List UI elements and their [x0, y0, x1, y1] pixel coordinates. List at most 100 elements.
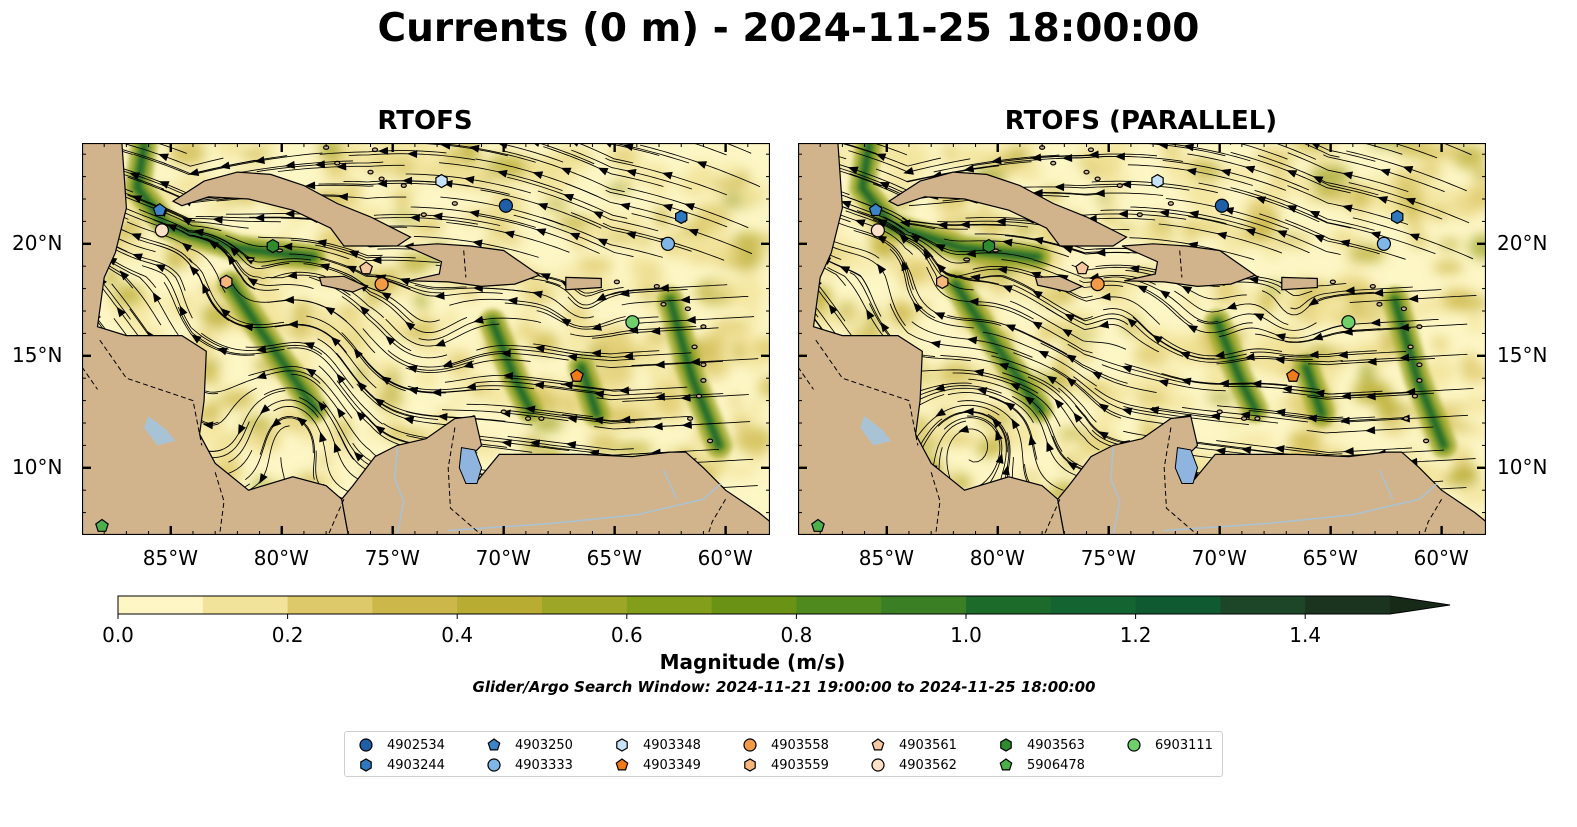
land-islet	[420, 212, 427, 218]
legend-marker[interactable]	[871, 738, 885, 751]
land-islet	[1376, 301, 1383, 307]
legend-marker[interactable]	[360, 758, 372, 772]
legend-marker[interactable]	[744, 758, 756, 772]
float-marker-4903562[interactable]	[154, 223, 169, 238]
panel-title-rtofs: RTOFS	[377, 106, 473, 136]
float-marker-4902534[interactable]	[1214, 198, 1229, 213]
rivers	[394, 447, 722, 535]
legend-marker[interactable]	[871, 758, 885, 772]
land-islet	[695, 393, 703, 399]
axis-ticks	[798, 143, 1486, 535]
legend-marker[interactable]	[999, 758, 1013, 771]
lon-tick-label: 60°W	[1413, 546, 1469, 570]
land-islet	[706, 438, 714, 444]
legend-marker-circle-icon	[871, 758, 885, 772]
float-marker-5906478[interactable]	[95, 518, 109, 532]
land-islet	[1329, 279, 1336, 285]
colorbar-segment	[202, 596, 289, 614]
landmasses	[82, 143, 770, 535]
panel-title-rtofs-parallel: RTOFS (PARALLEL)	[1004, 106, 1278, 136]
legend-marker-circle-icon	[487, 758, 501, 772]
float-marker-6903111[interactable]	[625, 315, 640, 330]
lon-tick-label: 75°W	[364, 546, 420, 570]
land-islet	[334, 160, 341, 166]
lat-tick-label: 20°N	[12, 230, 63, 255]
axis-ticks	[82, 143, 770, 535]
float-marker-4903333[interactable]	[660, 236, 676, 251]
legend-label: 4903348	[643, 738, 701, 753]
land-islet	[538, 416, 545, 421]
colorbar-label: Magnitude (m/s)	[659, 650, 846, 674]
legend-marker[interactable]	[359, 738, 373, 752]
float-marker-4903349[interactable]	[1286, 368, 1300, 382]
map-panel-rtofs-parallel[interactable]	[798, 143, 1486, 535]
land-islet	[1416, 362, 1423, 368]
float-marker-4903558[interactable]	[1090, 277, 1105, 292]
float-marker-4903559[interactable]	[220, 274, 233, 290]
float-marker-4903348[interactable]	[1151, 173, 1164, 189]
float-marker-4903349[interactable]	[570, 368, 584, 382]
legend-label: 4903563	[1027, 738, 1085, 753]
float-marker-6903111[interactable]	[1341, 315, 1356, 330]
land-southamerica	[1057, 415, 1486, 535]
land-southamerica	[341, 415, 770, 535]
colorbar-segment	[287, 596, 373, 614]
float-marker-4903559[interactable]	[936, 274, 949, 290]
legend-marker[interactable]	[743, 738, 757, 752]
land-islet	[1400, 306, 1407, 312]
land-islet	[1416, 324, 1423, 330]
land-islet	[378, 176, 385, 182]
land-islet	[700, 324, 707, 330]
legend-label: 4903558	[771, 738, 829, 753]
colorbar-tick-label: 0.2	[271, 623, 304, 647]
land-islet	[684, 306, 691, 312]
legend-marker[interactable]	[1000, 738, 1012, 752]
lat-tick-label: 15°N	[12, 342, 63, 367]
legend-marker[interactable]	[487, 738, 501, 751]
float-marker-4903250[interactable]	[152, 202, 167, 217]
float-marker-4903244[interactable]	[674, 209, 688, 225]
legend-marker-pentagon-icon	[615, 758, 629, 771]
land-puertorico	[1281, 276, 1318, 291]
float-marker-4903561[interactable]	[359, 261, 373, 275]
colorbar-segment	[457, 596, 543, 614]
colorbar-segment	[372, 596, 458, 614]
float-marker-4903250[interactable]	[868, 202, 883, 217]
float-marker-4902534[interactable]	[498, 198, 513, 213]
lon-tick-label: 85°W	[858, 546, 914, 570]
country-borders	[798, 250, 1443, 535]
legend-marker[interactable]	[487, 758, 501, 772]
float-marker-4903244[interactable]	[1390, 209, 1404, 225]
float-markers	[811, 173, 1404, 532]
lake-nicaragua	[860, 416, 892, 446]
float-marker-4903562[interactable]	[870, 223, 885, 238]
land-islet	[700, 362, 707, 368]
lat-tick-label: 15°N	[1497, 342, 1548, 367]
land-jamaica	[318, 275, 368, 293]
float-marker-4903333[interactable]	[1376, 236, 1392, 251]
float-marker-5906478[interactable]	[811, 518, 825, 532]
float-marker-4903558[interactable]	[374, 277, 389, 292]
legend-marker[interactable]	[1127, 738, 1141, 752]
land-islet	[1369, 283, 1376, 289]
legend-marker[interactable]	[616, 738, 628, 752]
map-panel-rtofs[interactable]	[82, 143, 770, 535]
float-marker-4903561[interactable]	[1075, 261, 1089, 275]
legend-marker[interactable]	[615, 758, 629, 771]
legend-label: 4903244	[387, 758, 445, 773]
lon-tick-label: 80°W	[969, 546, 1025, 570]
colorbar-tick-label: 0.6	[610, 623, 643, 647]
legend-label: 6903111	[1155, 738, 1213, 753]
colorbar-segment	[118, 596, 204, 614]
float-marker-4903348[interactable]	[435, 173, 448, 189]
colorbar-segment	[711, 596, 797, 614]
lat-tick-label: 10°N	[12, 454, 63, 479]
land-islet	[500, 409, 507, 415]
float-marker-4903563[interactable]	[982, 238, 996, 254]
land-islet	[700, 378, 707, 383]
land-puertorico	[565, 276, 602, 291]
land-hispaniola	[1121, 243, 1257, 288]
colorbar-segment	[1050, 596, 1137, 614]
float-marker-4903563[interactable]	[266, 238, 280, 254]
land-islet	[660, 301, 667, 307]
